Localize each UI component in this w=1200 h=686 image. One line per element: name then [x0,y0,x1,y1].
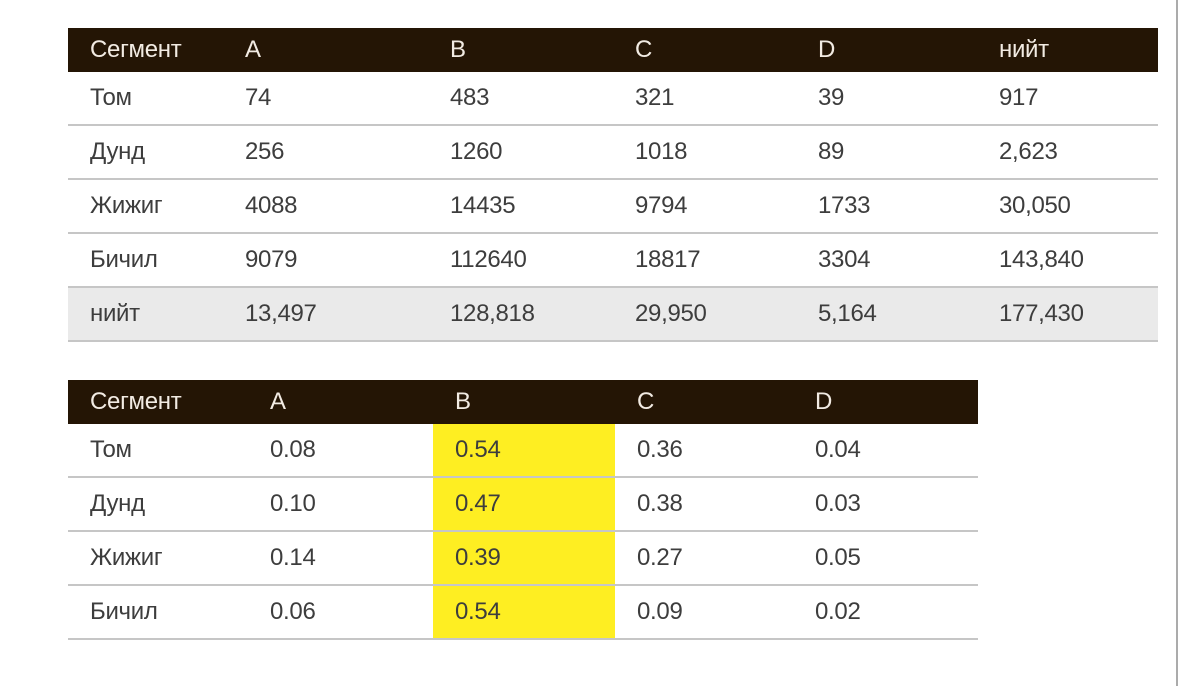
value-cell: 128,818 [428,287,613,342]
value-cell: 0.02 [793,585,978,640]
segment-shares-table: Сегмент A B C D Том 0.08 0.54 0.36 0.04 Дунд 0.10 0.… [68,380,978,640]
highlighted-cell: 0.54 [433,424,615,478]
column-header: B [428,28,613,72]
table-row: Бичил 9079 112640 18817 3304 143,840 [68,233,1158,288]
value-cell: 321 [613,72,796,126]
highlighted-cell: 0.47 [433,477,615,532]
value-cell: 18817 [613,233,796,288]
value-cell: 2,623 [977,125,1158,180]
value-cell: 14435 [428,179,613,234]
row-label: нийт [68,287,223,342]
row-label: Дунд [68,125,223,180]
highlighted-cell: 0.39 [433,531,615,586]
column-header: A [248,380,433,424]
value-cell: 0.14 [248,531,433,586]
table-row: Жижиг 0.14 0.39 0.27 0.05 [68,531,978,586]
table-row: Том 0.08 0.54 0.36 0.04 [68,424,978,478]
value-cell: 112640 [428,233,613,288]
header-row: Сегмент A B C D [68,380,978,424]
value-cell: 0.06 [248,585,433,640]
highlighted-cell: 0.54 [433,585,615,640]
value-cell: 0.04 [793,424,978,478]
table-row: Дунд 256 1260 1018 89 2,623 [68,125,1158,180]
value-cell: 4088 [223,179,428,234]
column-header: B [433,380,615,424]
value-cell: 0.03 [793,477,978,532]
value-cell: 1018 [613,125,796,180]
value-cell: 1260 [428,125,613,180]
value-cell: 9079 [223,233,428,288]
total-row: нийт 13,497 128,818 29,950 5,164 177,430 [68,287,1158,342]
value-cell: 13,497 [223,287,428,342]
table-row: Том 74 483 321 39 917 [68,72,1158,126]
value-cell: 5,164 [796,287,977,342]
value-cell: 917 [977,72,1158,126]
row-label: Жижиг [68,531,248,586]
column-header: C [613,28,796,72]
value-cell: 74 [223,72,428,126]
row-label: Том [68,424,248,478]
table-row: Бичил 0.06 0.54 0.09 0.02 [68,585,978,640]
value-cell: 256 [223,125,428,180]
page-edge-line [1176,0,1178,686]
column-header: A [223,28,428,72]
value-cell: 1733 [796,179,977,234]
value-cell: 0.08 [248,424,433,478]
table-row: Дунд 0.10 0.47 0.38 0.03 [68,477,978,532]
value-cell: 0.38 [615,477,793,532]
value-cell: 9794 [613,179,796,234]
value-cell: 29,950 [613,287,796,342]
column-header: Сегмент [68,28,223,72]
value-cell: 0.27 [615,531,793,586]
row-label: Жижиг [68,179,223,234]
highlighted-cell: 177,430 [977,287,1158,342]
value-cell: 0.36 [615,424,793,478]
value-cell: 39 [796,72,977,126]
value-cell: 3304 [796,233,977,288]
row-label: Дунд [68,477,248,532]
value-cell: 89 [796,125,977,180]
value-cell: 0.09 [615,585,793,640]
column-header: C [615,380,793,424]
value-cell: 30,050 [977,179,1158,234]
row-label: Бичил [68,233,223,288]
column-header: нийт [977,28,1158,72]
column-header: D [793,380,978,424]
row-label: Том [68,72,223,126]
table-row: Жижиг 4088 14435 9794 1733 30,050 [68,179,1158,234]
value-cell: 0.05 [793,531,978,586]
row-label: Бичил [68,585,248,640]
value-cell: 483 [428,72,613,126]
value-cell: 0.10 [248,477,433,532]
column-header: D [796,28,977,72]
value-cell: 143,840 [977,233,1158,288]
segment-shares-table: Сегмент A B C D Том 0.08 0.54 0.36 0.04 Дунд 0.10 0.… [68,380,978,640]
column-header: Сегмент [68,380,248,424]
